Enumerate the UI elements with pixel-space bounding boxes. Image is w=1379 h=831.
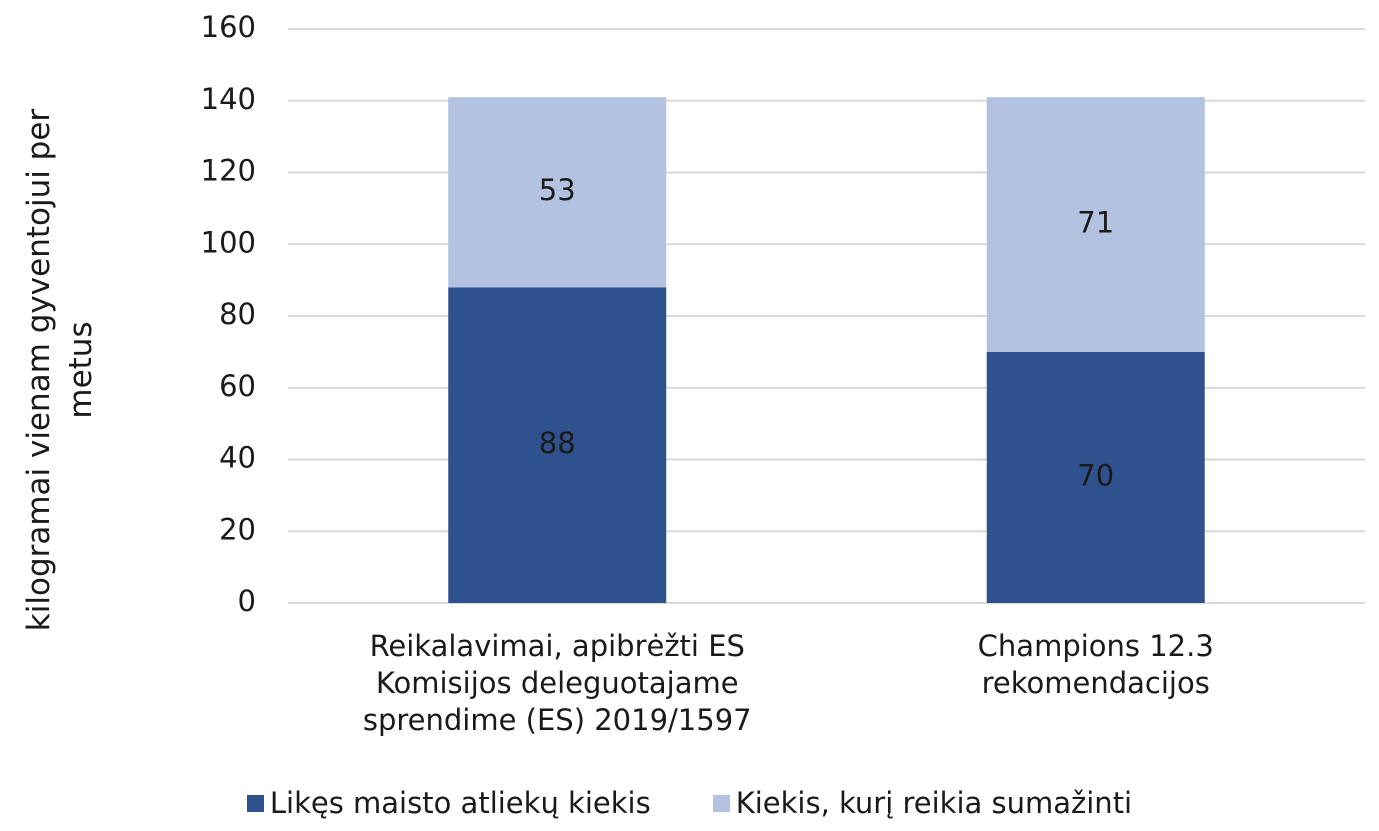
legend-swatch <box>712 794 730 812</box>
legend-label: Likęs maisto atliekų kiekis <box>269 786 651 820</box>
bar-segment <box>986 351 1205 603</box>
x-tick-label: Reikalavimai, apibrėžti ES Komisijos del… <box>362 629 752 737</box>
legend-item: Likęs maisto atliekų kiekis <box>246 786 651 820</box>
y-tick-label: 20 <box>219 512 256 546</box>
legend-item: Kiekis, kurį reikia sumažinti <box>712 786 1133 820</box>
data-label: 88 <box>539 426 576 460</box>
x-tick-label: Champions 12.3 rekomendacijos <box>977 629 1214 700</box>
data-label: 70 <box>1077 458 1114 492</box>
bar-segment <box>986 97 1205 352</box>
legend-label: Kiekis, kurį reikia sumažinti <box>735 786 1133 820</box>
y-tick-label: 80 <box>219 297 256 331</box>
bar-segment <box>448 287 667 603</box>
y-tick-label: 100 <box>201 225 256 259</box>
bar-segment <box>448 97 667 288</box>
data-label: 71 <box>1077 206 1114 240</box>
y-axis-label: kilogramai vienam gyventojui per metus <box>21 108 99 632</box>
legend: Likęs maisto atliekų kiekis Kiekis, kurį … <box>0 786 1379 820</box>
y-tick-label: 140 <box>201 82 256 116</box>
y-tick-label: 40 <box>219 441 256 475</box>
y-tick-label: 60 <box>219 369 256 403</box>
data-label: 53 <box>539 173 576 207</box>
y-tick-label: 120 <box>201 154 256 188</box>
y-tick-label: 0 <box>238 584 256 618</box>
y-tick-label: 160 <box>201 10 256 44</box>
legend-swatch <box>246 794 264 812</box>
